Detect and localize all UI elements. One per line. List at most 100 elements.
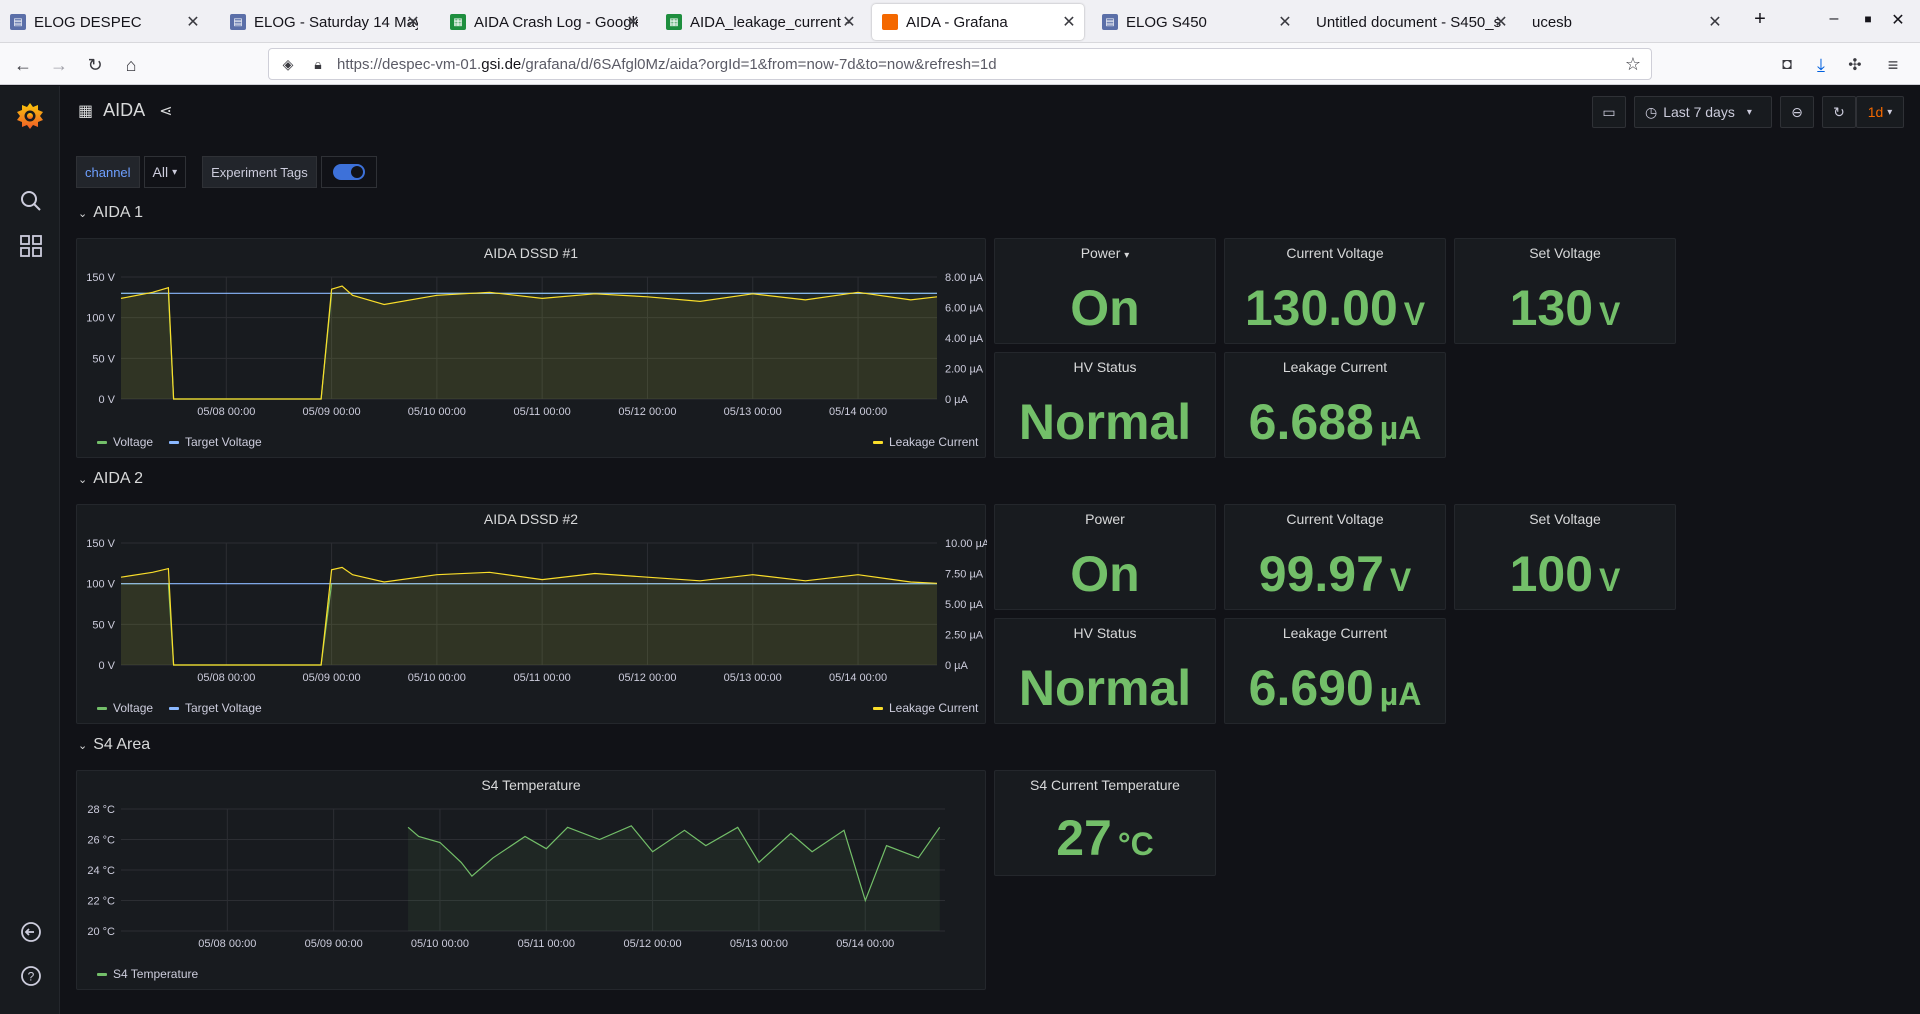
forward-arrow-icon[interactable]: → (50, 54, 68, 75)
legend-voltage[interactable]: Voltage (97, 435, 153, 449)
reload-icon[interactable]: ↻ (87, 54, 103, 75)
series-area-s4-temperature (408, 825, 940, 931)
close-icon[interactable]: ✕ (186, 14, 200, 31)
legend-leakage-current[interactable]: Leakage Current (873, 435, 978, 449)
home-icon[interactable]: ⌂ (125, 54, 137, 75)
series-area-voltage (121, 293, 937, 399)
dashboards-grid-icon[interactable] (18, 233, 44, 259)
refresh-icon[interactable]: ↻ (1822, 96, 1856, 128)
aida2-set-voltage-panel[interactable]: Set Voltage 100 V (1454, 504, 1676, 610)
tab-aida-crash-log[interactable]: ▦ AIDA Crash Log - Google ✕ (440, 4, 648, 40)
time-range-picker[interactable]: ◷ Last 7 days ▾ (1634, 96, 1772, 128)
s4-current-temperature-panel[interactable]: S4 Current Temperature 27 °C (994, 770, 1216, 876)
experiment-tags-toggle[interactable] (320, 156, 377, 188)
close-window-icon[interactable]: ✕ (1891, 12, 1905, 29)
panel-title: AIDA DSSD #2 (483, 511, 579, 527)
close-icon[interactable]: ✕ (626, 14, 640, 31)
series-line-s4-temperature (407, 825, 941, 903)
close-icon[interactable]: ✕ (1708, 14, 1722, 31)
close-icon[interactable]: ✕ (1494, 14, 1508, 31)
tab-elog-saturday[interactable]: ▤ ELOG - Saturday 14 May ✕ (220, 4, 428, 40)
url-text: https://despec-vm-01.gsi.de/grafana/d/6S… (337, 55, 997, 73)
grafana-logo-icon[interactable] (14, 100, 46, 132)
x-tick-label: 05/12 00:00 (618, 406, 676, 418)
bookmark-star-icon[interactable]: ☆ (1624, 53, 1641, 74)
legend-target-voltage[interactable]: Target Voltage (169, 701, 262, 715)
dashboard-title[interactable]: AIDA (103, 100, 146, 120)
aida-dssd-2-chart[interactable]: 0 V 50 V 100 V 150 V 0 µA 2.50 µA 5.00 µA 7.50 … (77, 505, 987, 725)
s4-temperature-panel[interactable]: S4 Temperature 20 °C 22 °C 24 °C 26 °C 28 °C… (76, 770, 986, 990)
tab-aida-grafana[interactable]: AIDA - Grafana ✕ (872, 4, 1084, 40)
url-bar[interactable]: ◈ 🔒︎ https://despec-vm-01.gsi.de/grafana… (268, 48, 1652, 80)
maximize-icon[interactable]: ■ (1864, 12, 1872, 26)
toggle-switch[interactable] (332, 164, 365, 180)
y-tick-label: 26 °C (87, 835, 115, 847)
tab-untitled-document[interactable]: Untitled document - S450_s ✕ (1306, 4, 1516, 40)
back-arrow-icon[interactable]: ← (14, 54, 32, 75)
x-tick-label: 05/10 00:00 (408, 672, 466, 684)
pocket-icon[interactable]: ◘ (1782, 56, 1792, 73)
row-aida-2[interactable]: ⌄ AIDA 2 (78, 470, 144, 487)
channel-variable-label: channel (76, 156, 140, 188)
aida-dssd-1-chart[interactable]: 0 V 50 V 100 V 150 V 0 µA 2.00 µA 4.00 µA 6.00 … (77, 239, 987, 459)
aida1-leakage-current-panel[interactable]: Leakage Current 6.688 µA (1224, 352, 1446, 458)
zoom-out-icon[interactable]: ⊖ (1780, 96, 1814, 128)
x-tick-label: 05/11 00:00 (518, 938, 575, 950)
new-tab-plus-icon[interactable]: + (1754, 8, 1766, 30)
close-icon[interactable]: ✕ (842, 14, 856, 31)
y-tick-label: 50 V (92, 353, 115, 365)
aida-dssd-2-panel[interactable]: AIDA DSSD #2 0 V 50 V 100 V 150 V 0 µA 2.50 µ… (76, 504, 987, 725)
aida2-power-panel[interactable]: Power On (994, 504, 1216, 610)
tab-aida-leakage[interactable]: ▦ AIDA_leakage_current - ( ✕ (656, 4, 864, 40)
legend-leakage-current[interactable]: Leakage Current (873, 701, 978, 715)
chevron-down-icon: ⌄ (78, 473, 88, 486)
aida2-hv-status-panel[interactable]: HV Status Normal (994, 618, 1216, 724)
set-voltage-value: 100 V (1509, 546, 1621, 602)
browser-nav-bar: ← → ↻ ⌂ ◈ 🔒︎ https://despec-vm-01.gsi.de… (0, 43, 1920, 85)
aida-dssd-1-panel[interactable]: AIDA DSSD #1 0 V 50 V 100 V 150 V 0 µA 2.00 µ… (76, 238, 986, 458)
help-icon[interactable]: ? (18, 963, 44, 989)
aida1-power-panel[interactable]: Power ▾ On (994, 238, 1216, 344)
s4-temperature-chart[interactable]: 20 °C 22 °C 24 °C 26 °C 28 °C 05/08 00:00 05/0… (77, 771, 987, 991)
tv-mode-monitor-icon[interactable]: ▭ (1592, 96, 1626, 128)
close-icon[interactable]: ✕ (1062, 14, 1076, 31)
aida1-hv-status-panel[interactable]: HV Status Normal (994, 352, 1216, 458)
current-temperature-value: 27 °C (1056, 810, 1154, 866)
set-voltage-value: 130 V (1509, 280, 1621, 336)
power-status-value: On (1070, 546, 1140, 602)
close-icon[interactable]: ✕ (406, 14, 420, 31)
aida1-set-voltage-panel[interactable]: Set Voltage 130 V (1454, 238, 1676, 344)
row-aida-1[interactable]: ⌄ AIDA 1 (78, 204, 144, 221)
minimize-icon[interactable]: – (1829, 10, 1839, 27)
series-area-leakage-current (121, 286, 937, 399)
leakage-current-value: 6.690 µA (1248, 660, 1422, 716)
tab-elog-despec[interactable]: ▤ ELOG DESPEC ✕ (0, 4, 208, 40)
legend-target-voltage[interactable]: Target Voltage (169, 435, 262, 449)
row-s4-area[interactable]: ⌄ S4 Area (78, 736, 151, 753)
aida1-current-voltage-panel[interactable]: Current Voltage 130.00 V (1224, 238, 1446, 344)
menu-hamburger-icon[interactable]: ≡ (1887, 54, 1899, 75)
sign-in-icon[interactable] (18, 919, 44, 945)
series-area-voltage (121, 583, 937, 665)
share-icon[interactable]: ⋖ (159, 102, 173, 120)
extension-icon[interactable]: ✣ (1848, 57, 1862, 74)
aida2-leakage-current-panel[interactable]: Leakage Current 6.690 µA (1224, 618, 1446, 724)
legend-s4-temperature[interactable]: S4 Temperature (97, 967, 198, 981)
refresh-interval-picker[interactable]: 1d ▾ (1856, 96, 1904, 128)
current-voltage-value: 130.00 V (1244, 280, 1426, 336)
x-tick-label: 05/08 00:00 (197, 672, 255, 684)
tab-elog-s450[interactable]: ▤ ELOG S450 ✕ (1092, 4, 1300, 40)
aida2-current-voltage-panel[interactable]: Current Voltage 99.97 V (1224, 504, 1446, 610)
legend-voltage[interactable]: Voltage (97, 701, 153, 715)
x-tick-label: 05/10 00:00 (411, 938, 469, 950)
x-tick-label: 05/09 00:00 (303, 672, 361, 684)
x-tick-label: 05/13 00:00 (730, 938, 788, 950)
y-tick-label: 22 °C (87, 896, 115, 908)
y-tick-label: 50 V (92, 619, 115, 631)
tab-ucesb[interactable]: ucesb ✕ (1522, 4, 1730, 40)
download-icon[interactable]: ⤓ (1817, 54, 1825, 75)
channel-variable-select[interactable]: All ▾ (143, 156, 187, 188)
search-icon[interactable] (18, 188, 44, 214)
close-icon[interactable]: ✕ (1278, 14, 1292, 31)
x-tick-label: 05/12 00:00 (624, 938, 682, 950)
